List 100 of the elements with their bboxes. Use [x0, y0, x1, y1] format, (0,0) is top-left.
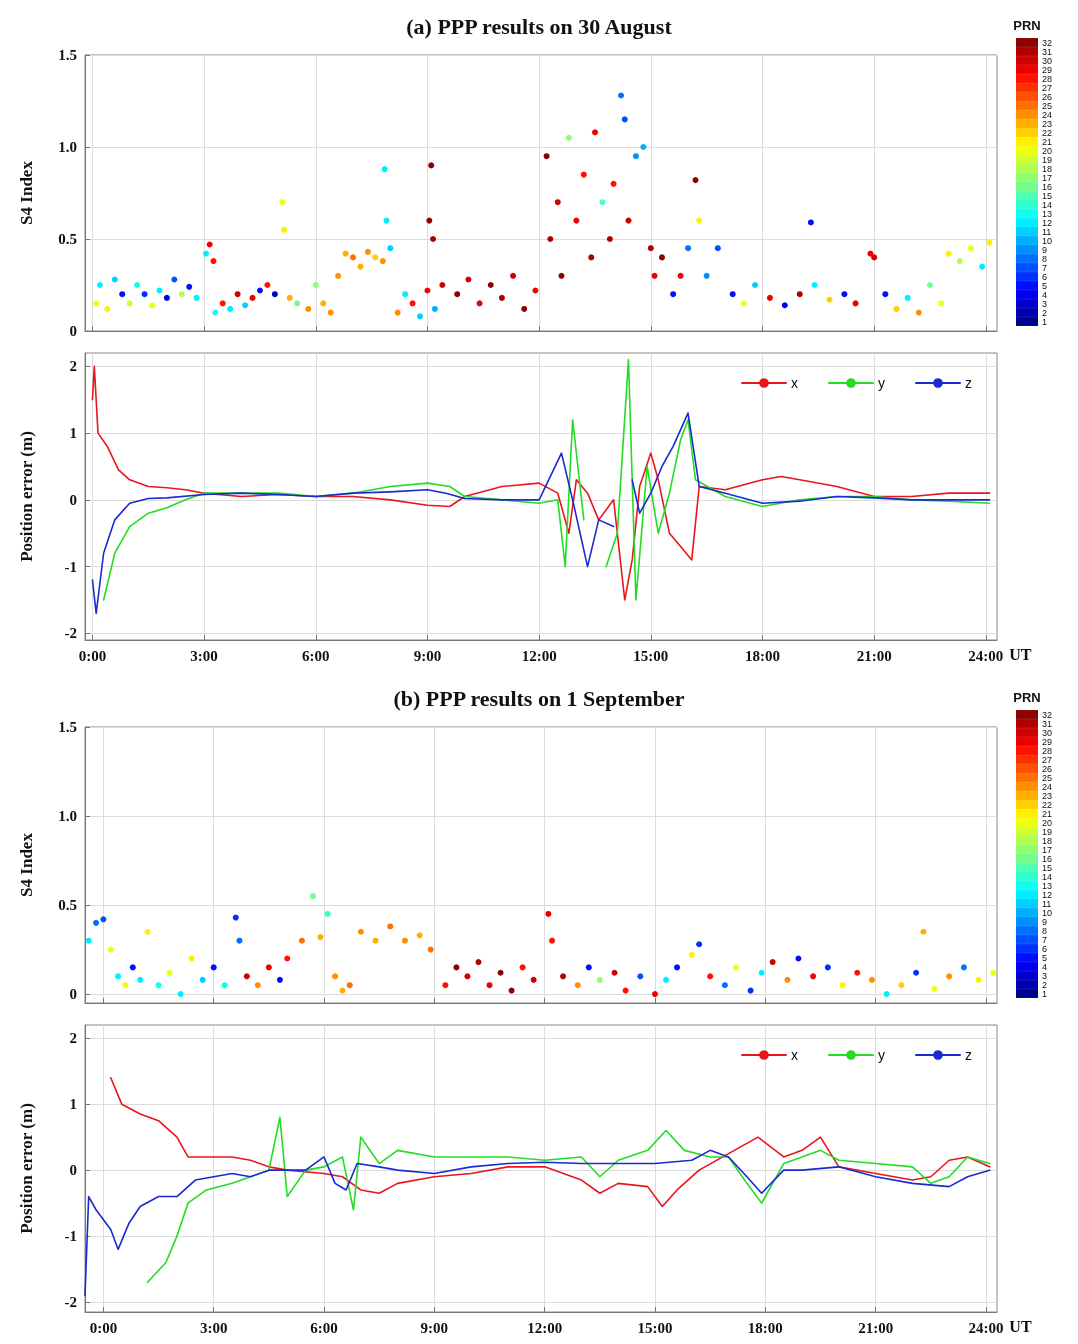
- color-bar-label: 14: [1042, 871, 1053, 882]
- color-bar-label: 32: [1042, 37, 1053, 48]
- chart-title: (a) PPP results on 30 August: [406, 13, 673, 39]
- color-bar-label: 12: [1042, 889, 1053, 900]
- color-bar-label: 3: [1042, 970, 1048, 981]
- x-tick-label: 15:00: [637, 1319, 673, 1336]
- line-series: [109, 1076, 991, 1208]
- color-bar-label: 11: [1042, 898, 1052, 909]
- y-axis-title: S4 Index: [17, 832, 36, 897]
- legend-label: y: [878, 375, 885, 391]
- x-tick-label: 0:00: [89, 1319, 118, 1336]
- y-axis-title: S4 Index: [17, 160, 36, 225]
- color-bar-label: 15: [1042, 862, 1053, 873]
- y-tick-label: -2: [64, 1294, 77, 1311]
- x-tick-label: 18:00: [747, 1319, 783, 1336]
- color-bar-label: 31: [1042, 46, 1053, 57]
- x-tick-label: 21:00: [858, 1319, 894, 1336]
- color-bar-label: 24: [1042, 109, 1053, 120]
- x-tick-label: 9:00: [420, 1319, 449, 1336]
- color-bar-label: 2: [1042, 979, 1048, 990]
- color-bar-label: 32: [1042, 709, 1053, 720]
- color-bar-label: 15: [1042, 190, 1053, 201]
- y-tick-label: 1: [69, 425, 77, 442]
- y-tick-label: 0.5: [58, 231, 77, 247]
- line-series: [84, 1149, 991, 1297]
- y-tick-label: 2: [69, 358, 77, 375]
- color-bar-label: 17: [1042, 172, 1053, 183]
- color-bar-label: 29: [1042, 64, 1053, 75]
- color-bar-label: 8: [1042, 253, 1048, 264]
- legend-label: x: [791, 1047, 798, 1063]
- color-bar-label: 12: [1042, 217, 1053, 228]
- color-bar-label: 9: [1042, 916, 1048, 927]
- color-bar-label: 17: [1042, 844, 1053, 855]
- chart-title: (b) PPP results on 1 September: [393, 685, 685, 711]
- y-axis-title: Position error (m): [17, 431, 36, 562]
- color-bar-label: 25: [1042, 772, 1053, 783]
- x-tick-label: 15:00: [633, 647, 669, 664]
- x-tick-label: 18:00: [744, 647, 780, 664]
- y-tick-label: 0: [69, 491, 77, 508]
- y-tick-label: -1: [64, 1228, 77, 1245]
- x-axis-title: UT: [1009, 645, 1032, 663]
- color-bar-label: 29: [1042, 736, 1053, 747]
- color-bar-label: 27: [1042, 82, 1053, 93]
- color-bar-label: 31: [1042, 718, 1053, 729]
- legend-label: x: [791, 375, 798, 391]
- y-tick-label: 0: [69, 323, 77, 339]
- color-bar-label: 1: [1042, 316, 1048, 327]
- color-bar-label: 10: [1042, 907, 1053, 918]
- y-tick-label: -2: [64, 625, 77, 642]
- color-bar-label: 28: [1042, 73, 1053, 84]
- color-bar-label: 14: [1042, 199, 1053, 210]
- y-tick-label: 1.0: [58, 139, 77, 155]
- color-bar-label: 8: [1042, 925, 1048, 936]
- color-bar-label: 13: [1042, 880, 1053, 891]
- color-bar-label: 21: [1042, 136, 1053, 147]
- color-bar-label: 7: [1042, 934, 1048, 945]
- color-bar-label: 13: [1042, 208, 1053, 219]
- legend-label: z: [965, 1047, 972, 1063]
- color-bar-label: 19: [1042, 154, 1053, 165]
- color-bar-label: 16: [1042, 181, 1053, 192]
- y-tick-label: -1: [64, 558, 77, 575]
- color-bar-label: 20: [1042, 145, 1053, 156]
- color-bar-label: 28: [1042, 745, 1053, 756]
- x-tick-label: 0:00: [78, 647, 107, 664]
- y-tick-label: 1.5: [58, 719, 77, 735]
- color-bar-label: 5: [1042, 280, 1048, 291]
- legend-label: z: [965, 375, 972, 391]
- x-tick-label: 21:00: [856, 647, 892, 664]
- x-tick-label: 12:00: [527, 1319, 563, 1336]
- color-bar-title: PRN: [1013, 18, 1041, 33]
- color-bar-label: 27: [1042, 754, 1053, 765]
- y-tick-label: 2: [69, 1030, 77, 1047]
- line-series: [146, 1116, 991, 1284]
- y-tick-label: 1: [69, 1096, 77, 1113]
- color-bar-label: 26: [1042, 763, 1053, 774]
- color-bar-label: 4: [1042, 961, 1048, 972]
- y-tick-label: 0: [69, 986, 77, 1003]
- color-bar-label: 21: [1042, 808, 1053, 819]
- y-tick-label: 1.0: [58, 808, 77, 825]
- color-bar-label: 25: [1042, 100, 1053, 111]
- color-bar-label: 1: [1042, 988, 1048, 999]
- color-bar-label: 3: [1042, 298, 1048, 309]
- color-bar-label: 10: [1042, 235, 1053, 246]
- color-bar-label: 6: [1042, 943, 1048, 954]
- color-bar-label: 6: [1042, 271, 1048, 282]
- color-bar-label: 20: [1042, 817, 1053, 828]
- color-bar-label: 18: [1042, 163, 1053, 174]
- color-bar-label: 19: [1042, 826, 1053, 837]
- y-axis-title: Position error (m): [17, 1103, 36, 1234]
- x-tick-label: 12:00: [521, 647, 557, 664]
- x-tick-label: 3:00: [199, 1319, 228, 1336]
- x-tick-label: 9:00: [413, 647, 442, 664]
- color-bar-label: 11: [1042, 226, 1052, 237]
- color-bar-label: 18: [1042, 835, 1053, 846]
- color-bar-label: 26: [1042, 91, 1053, 102]
- color-bar-label: 16: [1042, 853, 1053, 864]
- x-tick-label: 24:00: [968, 1319, 1004, 1336]
- x-tick-label: 6:00: [302, 647, 330, 664]
- x-tick-label: 6:00: [310, 1319, 338, 1336]
- y-tick-label: 0: [69, 1162, 77, 1179]
